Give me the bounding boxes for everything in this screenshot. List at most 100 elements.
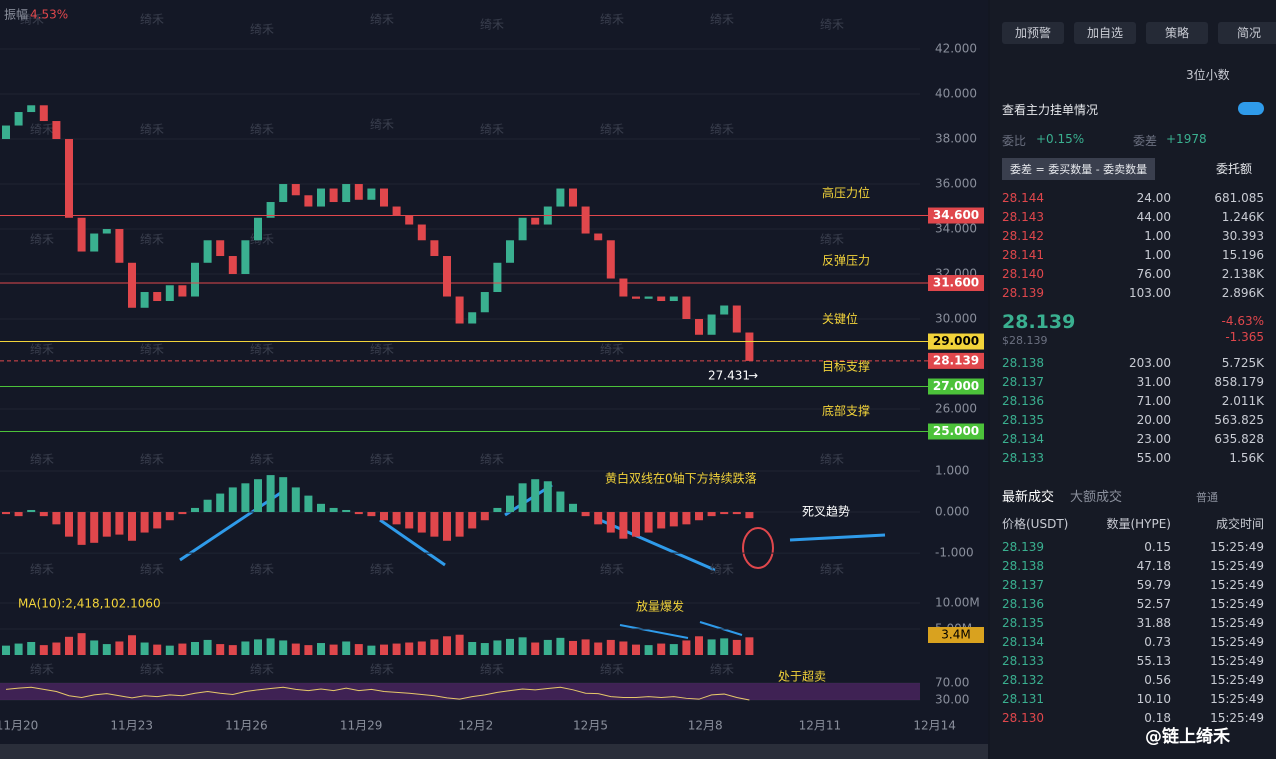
candle — [203, 240, 212, 263]
macd-note: 黄白双线在0轴下方持续跌落 — [605, 471, 757, 486]
brand: @链上绮禾 — [1145, 727, 1230, 747]
tab[interactable]: 最新成交 — [1002, 490, 1055, 505]
watermark: 绮禾 — [140, 233, 164, 247]
low-arrow: → — [748, 369, 758, 383]
macd-bar — [443, 512, 451, 541]
level-tag — [928, 207, 984, 224]
macd-bar — [594, 512, 603, 525]
button[interactable]: 加预警 — [1002, 22, 1064, 44]
button[interactable]: 简况 — [1218, 22, 1276, 44]
price: 28.136 — [1002, 597, 1044, 611]
watermark: 绮禾 — [140, 453, 164, 467]
row: 28.135 20.00 563.825 — [990, 411, 1276, 430]
macd-bar — [115, 512, 124, 535]
level-note: 高压力位 — [822, 185, 870, 200]
candle — [2, 125, 10, 140]
candle — [241, 240, 250, 275]
y-tick-label: 70.00 — [935, 676, 969, 690]
volume-bar — [632, 644, 640, 655]
macd-bar — [2, 512, 10, 515]
qty: 55.00 — [1136, 451, 1171, 465]
y-tick-label: 30.000 — [935, 312, 977, 326]
macd-bar — [329, 507, 338, 513]
vol-tag — [928, 627, 984, 643]
y-tick-label: 26.000 — [935, 402, 977, 416]
candle — [632, 296, 640, 299]
qty: 44.00 — [1136, 210, 1171, 224]
main-orders: 查看主力挂单情况 — [1002, 103, 1099, 117]
macd-bar — [669, 512, 678, 527]
button[interactable]: 加自选 — [1074, 22, 1136, 44]
vol-note: 放量爆发 — [636, 599, 684, 614]
price: 28.131 — [1002, 692, 1044, 706]
last-usd: $28.139 — [1002, 334, 1048, 347]
button[interactable]: 策略 — [1146, 22, 1208, 44]
volume-bar — [266, 638, 275, 655]
candle — [317, 188, 325, 207]
volume-bar — [191, 642, 199, 655]
tab[interactable]: 大额成交 — [1070, 490, 1123, 505]
volume-bar — [518, 637, 527, 655]
total: 681.085 — [1214, 191, 1264, 205]
candle — [266, 202, 275, 218]
volume-bar — [443, 636, 451, 655]
change: -1.365 — [1225, 330, 1264, 344]
watermark: 绮禾 — [140, 123, 164, 137]
toggle[interactable] — [1238, 102, 1264, 115]
watermark: 绮禾 — [370, 118, 394, 132]
watermark: 绮禾 — [370, 663, 394, 677]
chart: 42.00040.00038.00036.00034.00032.00030.0… — [0, 6, 988, 759]
level-tag — [928, 378, 984, 395]
volume-bar — [695, 636, 703, 655]
x-tick-label: 12月11 — [799, 719, 842, 733]
macd-bar — [191, 507, 199, 513]
y-tick-label: 38.000 — [935, 132, 977, 146]
row: 28.141 1.00 15.196 — [990, 246, 1276, 265]
macd-bar — [480, 512, 489, 521]
volume-bar — [417, 641, 426, 655]
macd-bar — [367, 512, 376, 517]
candle — [191, 262, 199, 297]
watermark: 绮禾 — [480, 453, 504, 467]
volume-bar — [367, 645, 376, 655]
macd-bar — [153, 512, 162, 529]
macd-bar — [304, 495, 313, 513]
price: 28.135 — [1002, 413, 1044, 427]
qty: 103.00 — [1129, 286, 1171, 300]
vol-ma: MA(10):2,418,102.1060 — [18, 597, 161, 611]
watermark: 绮禾 — [250, 233, 274, 247]
price: 28.140 — [1002, 267, 1044, 281]
volume-bar — [14, 643, 23, 655]
volume-bar — [304, 645, 313, 655]
qty: 55.13 — [1136, 654, 1171, 668]
candle — [392, 206, 401, 216]
x-tick-label: 12月2 — [458, 719, 493, 733]
total: 2.896K — [1221, 286, 1264, 300]
volume-bar — [657, 643, 666, 655]
volume-bar — [354, 644, 363, 655]
qty: 0.18 — [1144, 711, 1171, 725]
volume-bar — [506, 638, 514, 655]
candle — [430, 240, 439, 257]
candle — [279, 184, 288, 203]
diff-label: 委差 — [1133, 134, 1158, 148]
candle — [669, 296, 678, 302]
level-tag — [928, 423, 984, 440]
price: 28.134 — [1002, 635, 1044, 649]
total: 30.393 — [1222, 229, 1264, 243]
watermark: 绮禾 — [250, 453, 274, 467]
decimals: 3位小数 — [1186, 68, 1230, 82]
watermark: 绮禾 — [370, 13, 394, 27]
price: 28.136 — [1002, 394, 1044, 408]
macd-bar — [644, 512, 653, 533]
candle — [506, 240, 514, 263]
row: 28.144 24.00 681.085 — [990, 189, 1276, 208]
volume-bar — [594, 642, 603, 655]
price: 28.138 — [1002, 356, 1044, 370]
macd-bar — [707, 512, 716, 517]
qty: 47.18 — [1136, 559, 1171, 573]
watermark: 绮禾 — [820, 453, 844, 467]
watermark: 绮禾 — [480, 123, 504, 137]
row: 28.137 59.79 15:25:49 — [990, 576, 1276, 595]
